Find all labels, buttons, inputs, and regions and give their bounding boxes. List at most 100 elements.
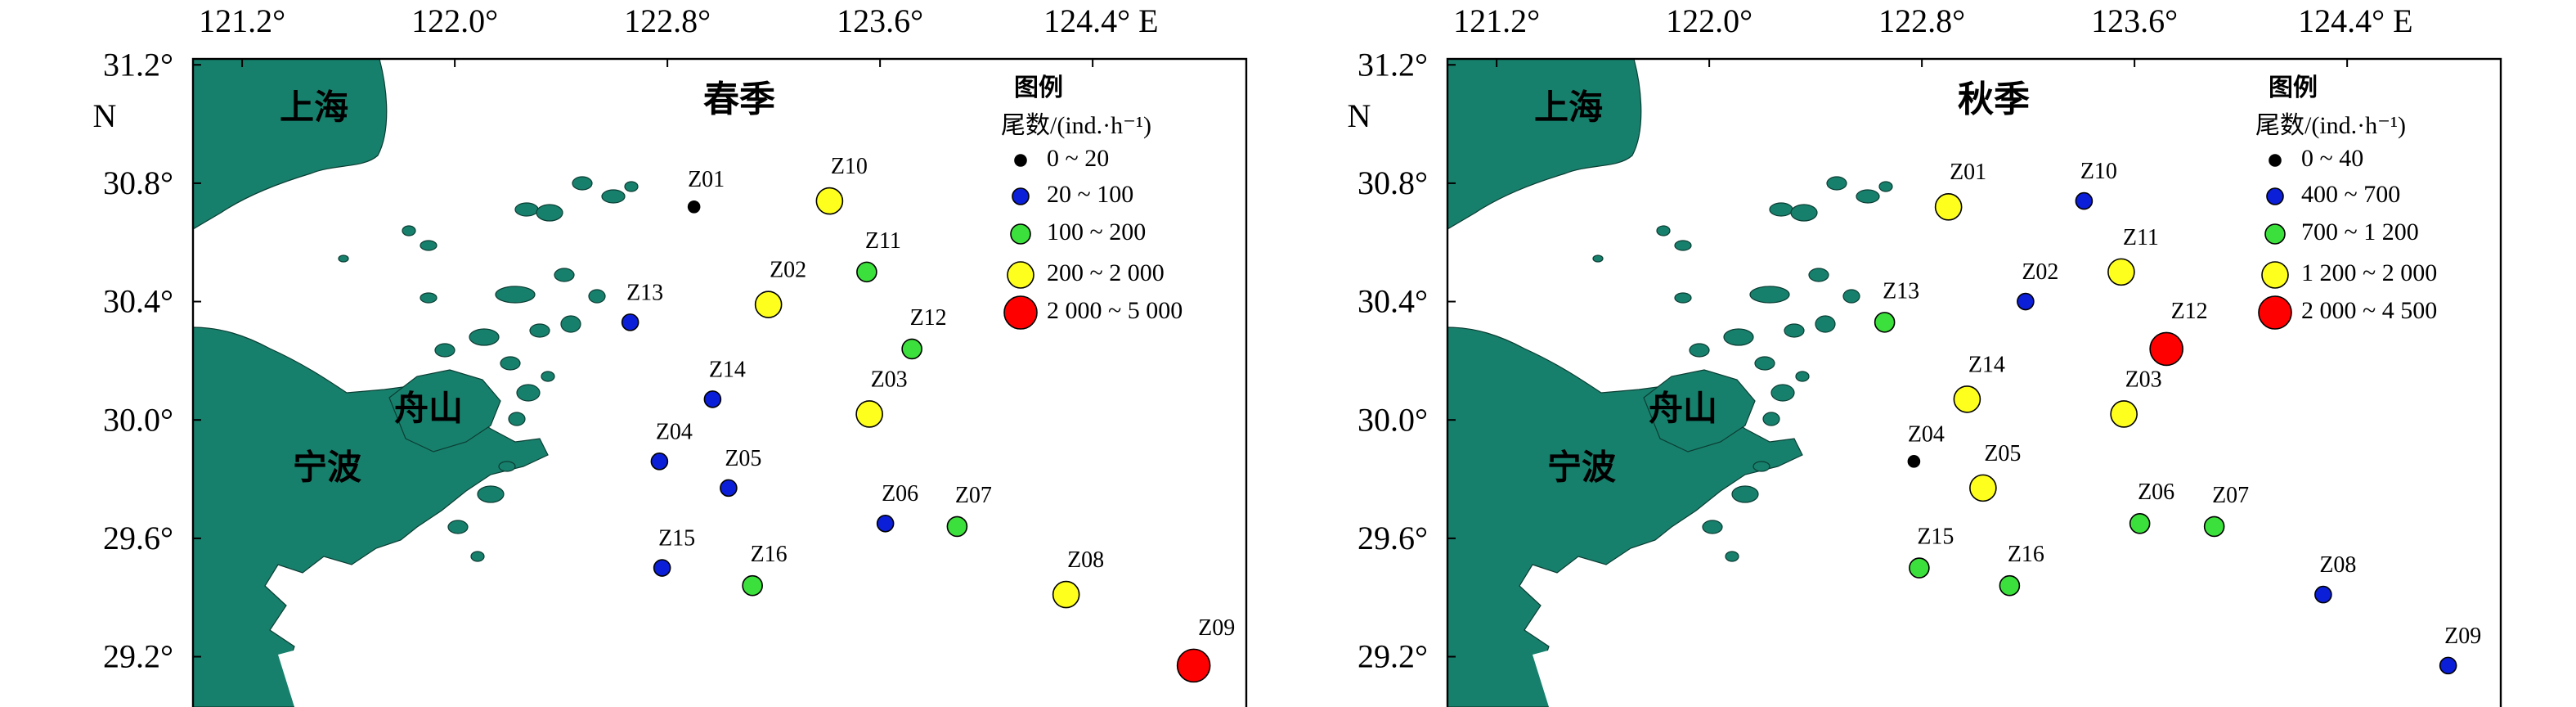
legend-label: 200 ~ 2 000 [1047,259,1165,286]
place-label: 宁波 [1547,449,1616,488]
legend-label: 2 000 ~ 5 000 [1047,297,1183,324]
station-label: Z14 [709,357,746,382]
station [2129,512,2151,534]
station-label: Z09 [2444,624,2481,649]
station [1874,312,1896,333]
legend-title: 图例 [2269,74,2318,101]
station [815,187,844,215]
station-label: Z13 [1883,278,1919,304]
station [650,453,669,471]
station-label: Z10 [831,154,868,179]
station-label: Z07 [955,483,992,508]
y-tick-label: 29.6° [103,520,173,556]
x-tick-label: 122.8° [624,2,711,39]
station [1052,580,1080,609]
station [1999,574,2021,597]
y-tick-label: 30.8° [1358,164,1428,201]
station [1953,385,1981,413]
station [2017,292,2035,311]
station-label: Z01 [1950,160,1986,185]
station [856,261,877,283]
legend-swatch [1012,187,1030,205]
y-tick-label: 30.0° [103,401,173,438]
legend-label: 400 ~ 700 [2301,181,2400,208]
legend-swatch [1007,261,1034,289]
station [720,479,738,498]
panel-title: 秋季 [1958,79,2030,119]
panel-title: 春季 [703,79,775,119]
station [2107,258,2135,286]
y-tick-label: 30.4° [1358,283,1428,320]
y-axis-unit: N [1348,97,1371,134]
y-tick-label: 29.2° [103,638,173,675]
x-tick-label: 122.0° [1666,2,1752,39]
legend-swatch [1003,295,1038,330]
legend-unit: 尾数/(ind.·h⁻¹) [1001,112,1151,139]
station-label: Z03 [2125,367,2162,392]
station-label: Z16 [751,542,788,567]
legend-swatch [2269,154,2282,167]
y-tick-label: 30.4° [103,283,173,320]
station [1969,474,1997,502]
legend-label: 1 200 ~ 2 000 [2301,259,2437,286]
station-label: Z14 [1968,352,2005,377]
station-label: Z04 [656,419,693,444]
station-label: Z02 [770,258,806,283]
x-tick-label: 122.8° [1878,2,1965,39]
station-label: Z09 [1198,615,1235,641]
x-tick-label: 121.2° [199,2,285,39]
station-label: Z07 [2212,483,2249,508]
x-tick-label: 123.6° [2091,2,2178,39]
station-label: Z01 [688,167,725,192]
legend-swatch [1010,223,1031,245]
y-tick-label: 29.2° [1358,638,1428,675]
station-label: Z03 [871,367,908,392]
plot-frame [191,57,1248,707]
x-tick-label: 122.0° [411,2,498,39]
legend-title: 图例 [1014,74,1063,101]
y-tick-label: 31.2° [1358,46,1428,83]
station-label: Z02 [2022,259,2058,285]
station [2203,516,2225,538]
station-label: Z10 [2080,159,2117,184]
station [621,313,640,331]
legend-unit: 尾数/(ind.·h⁻¹) [2255,112,2406,139]
station [876,514,895,533]
station-label: Z05 [725,446,761,471]
place-label: 上海 [1534,89,1603,128]
land-left [193,59,638,707]
y-tick-label: 30.0° [1358,401,1428,438]
station [1909,557,1930,579]
station [687,200,701,214]
station-label: Z06 [882,481,918,507]
legend-swatch [2258,295,2292,330]
station [2110,400,2138,428]
station-label: Z08 [1067,547,1104,573]
station-label: Z04 [1908,421,1945,447]
station-label: Z08 [2319,552,2356,578]
station-label: Z12 [2171,299,2208,324]
x-tick-label: 124.4° E [2298,2,2412,39]
legend-swatch [2266,187,2284,205]
legend-swatch [1014,154,1027,167]
legend-swatch [2261,261,2289,289]
station-label: Z15 [1917,524,1954,549]
station [1907,455,1921,468]
place-label: 上海 [280,89,348,128]
station [742,574,763,597]
station-label: Z05 [1984,441,2021,466]
x-tick-label: 121.2° [1453,2,1540,39]
legend-label: 100 ~ 200 [1047,218,1146,245]
x-tick-label: 124.4° E [1043,2,1158,39]
y-tick-label: 30.8° [103,164,173,201]
y-tick-label: 29.6° [1358,520,1428,556]
legend-label: 0 ~ 20 [1047,145,1109,172]
station [855,400,883,428]
station-label: Z06 [2138,480,2174,505]
legend-swatch [2264,223,2286,245]
station-label: Z11 [865,228,901,254]
